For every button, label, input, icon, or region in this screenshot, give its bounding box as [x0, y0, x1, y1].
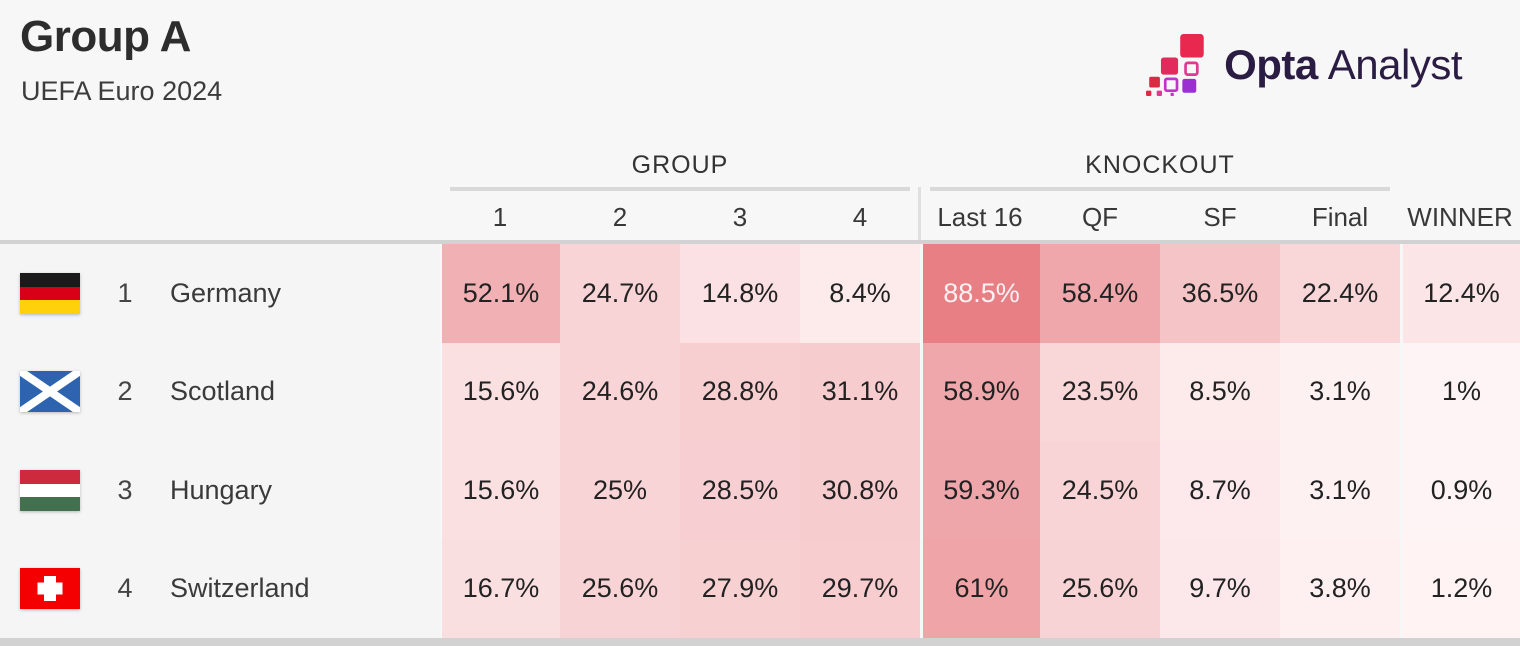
- prob-cell-germany-2: 24.7%: [560, 244, 680, 343]
- prob-cell-scotland-qf: 23.5%: [1040, 342, 1160, 441]
- logo-brand-light: Analyst: [1327, 41, 1463, 88]
- column-header-qf: QF: [1081, 201, 1119, 232]
- prob-cell-germany-1: 52.1%: [440, 244, 560, 343]
- team-name: Scotland: [170, 376, 276, 407]
- column-header-4: 4: [852, 201, 868, 232]
- prob-cell-hungary-1: 15.6%: [440, 441, 560, 540]
- column-header-3: 3: [732, 201, 748, 232]
- prob-cell-switzerland-1: 16.7%: [440, 539, 560, 638]
- prob-cell-switzerland-last-16: 61%: [920, 539, 1040, 638]
- flag-germany-icon: [20, 272, 80, 314]
- opta-analyst-logo: Opta Analyst: [1146, 34, 1463, 96]
- prob-cell-hungary-last-16: 59.3%: [920, 441, 1040, 540]
- prob-cell-scotland-sf: 8.5%: [1160, 342, 1280, 441]
- opta-logo-icon: [1146, 34, 1208, 96]
- prob-cell-hungary-2: 25%: [560, 441, 680, 540]
- team-rank: 2: [117, 376, 133, 407]
- prob-cell-scotland-2: 24.6%: [560, 342, 680, 441]
- prob-cell-hungary-3: 28.5%: [680, 441, 800, 540]
- column-header-winner: WINNER: [1407, 201, 1513, 232]
- prob-cell-germany-last-16: 88.5%: [920, 244, 1040, 343]
- team-row-hungary: 3 Hungary: [0, 441, 440, 540]
- header-vertical-divider: [918, 187, 921, 240]
- column-header-row: 1 2 3 4 Last 16 QF SF Final WINNER: [440, 194, 1520, 240]
- prob-cell-hungary-sf: 8.7%: [1160, 441, 1280, 540]
- flag-switzerland-icon: [20, 568, 80, 610]
- team-name: Germany: [170, 277, 282, 308]
- prob-cell-hungary-final: 3.1%: [1280, 441, 1400, 540]
- prob-cell-switzerland-2: 25.6%: [560, 539, 680, 638]
- team-name: Switzerland: [170, 573, 310, 604]
- knockout-underline-bar: [930, 187, 1390, 191]
- prob-cell-germany-final: 22.4%: [1280, 244, 1400, 343]
- prob-cell-switzerland-winner: 1.2%: [1400, 539, 1520, 638]
- prob-cell-scotland-1: 15.6%: [440, 342, 560, 441]
- team-row-germany: 1 Germany: [0, 244, 440, 343]
- prob-cell-switzerland-3: 27.9%: [680, 539, 800, 638]
- prob-cell-germany-sf: 36.5%: [1160, 244, 1280, 343]
- prob-cell-hungary-winner: 0.9%: [1400, 441, 1520, 540]
- prob-cell-germany-4: 8.4%: [800, 244, 920, 343]
- prob-cell-scotland-3: 28.8%: [680, 342, 800, 441]
- column-group-label-group: GROUP: [631, 151, 729, 179]
- prob-cell-scotland-last-16: 58.9%: [920, 342, 1040, 441]
- prob-cell-scotland-winner: 1%: [1400, 342, 1520, 441]
- team-rank: 3: [117, 474, 133, 505]
- team-name: Hungary: [170, 474, 273, 505]
- page-title: Group A: [20, 12, 191, 61]
- column-header-2: 2: [612, 201, 628, 232]
- prob-cell-hungary-4: 30.8%: [800, 441, 920, 540]
- team-rank: 1: [117, 277, 133, 308]
- column-group-label-knockout: KNOCKOUT: [1085, 151, 1235, 179]
- team-rank: 4: [117, 573, 133, 604]
- prob-cell-switzerland-sf: 9.7%: [1160, 539, 1280, 638]
- header-divider-line: [0, 240, 1520, 244]
- group-underline-bar: [450, 187, 910, 191]
- probability-table: 1 Germany 52.1% 24.7% 14.8% 8.4% 88.5% 58.4% 36.…: [0, 244, 1520, 638]
- flag-hungary-icon: [20, 469, 80, 511]
- prob-cell-hungary-qf: 24.5%: [1040, 441, 1160, 540]
- flag-scotland-icon: [20, 371, 80, 413]
- prob-cell-germany-3: 14.8%: [680, 244, 800, 343]
- bottom-border-bar: [0, 638, 1520, 646]
- prob-cell-switzerland-4: 29.7%: [800, 539, 920, 638]
- page-subtitle: UEFA Euro 2024: [21, 76, 223, 106]
- logo-brand-bold: Opta: [1224, 41, 1318, 88]
- team-row-scotland: 2 Scotland: [0, 342, 440, 441]
- prob-cell-switzerland-qf: 25.6%: [1040, 539, 1160, 638]
- column-header-last-16: Last 16: [937, 201, 1023, 232]
- prob-cell-germany-qf: 58.4%: [1040, 244, 1160, 343]
- column-header-1: 1: [492, 201, 508, 232]
- prob-cell-scotland-4: 31.1%: [800, 342, 920, 441]
- column-header-final: Final: [1311, 201, 1369, 232]
- team-row-switzerland: 4 Switzerland: [0, 539, 440, 638]
- prob-cell-germany-winner: 12.4%: [1400, 244, 1520, 343]
- prob-cell-scotland-final: 3.1%: [1280, 342, 1400, 441]
- column-header-sf: SF: [1203, 201, 1237, 232]
- prob-cell-switzerland-final: 3.8%: [1280, 539, 1400, 638]
